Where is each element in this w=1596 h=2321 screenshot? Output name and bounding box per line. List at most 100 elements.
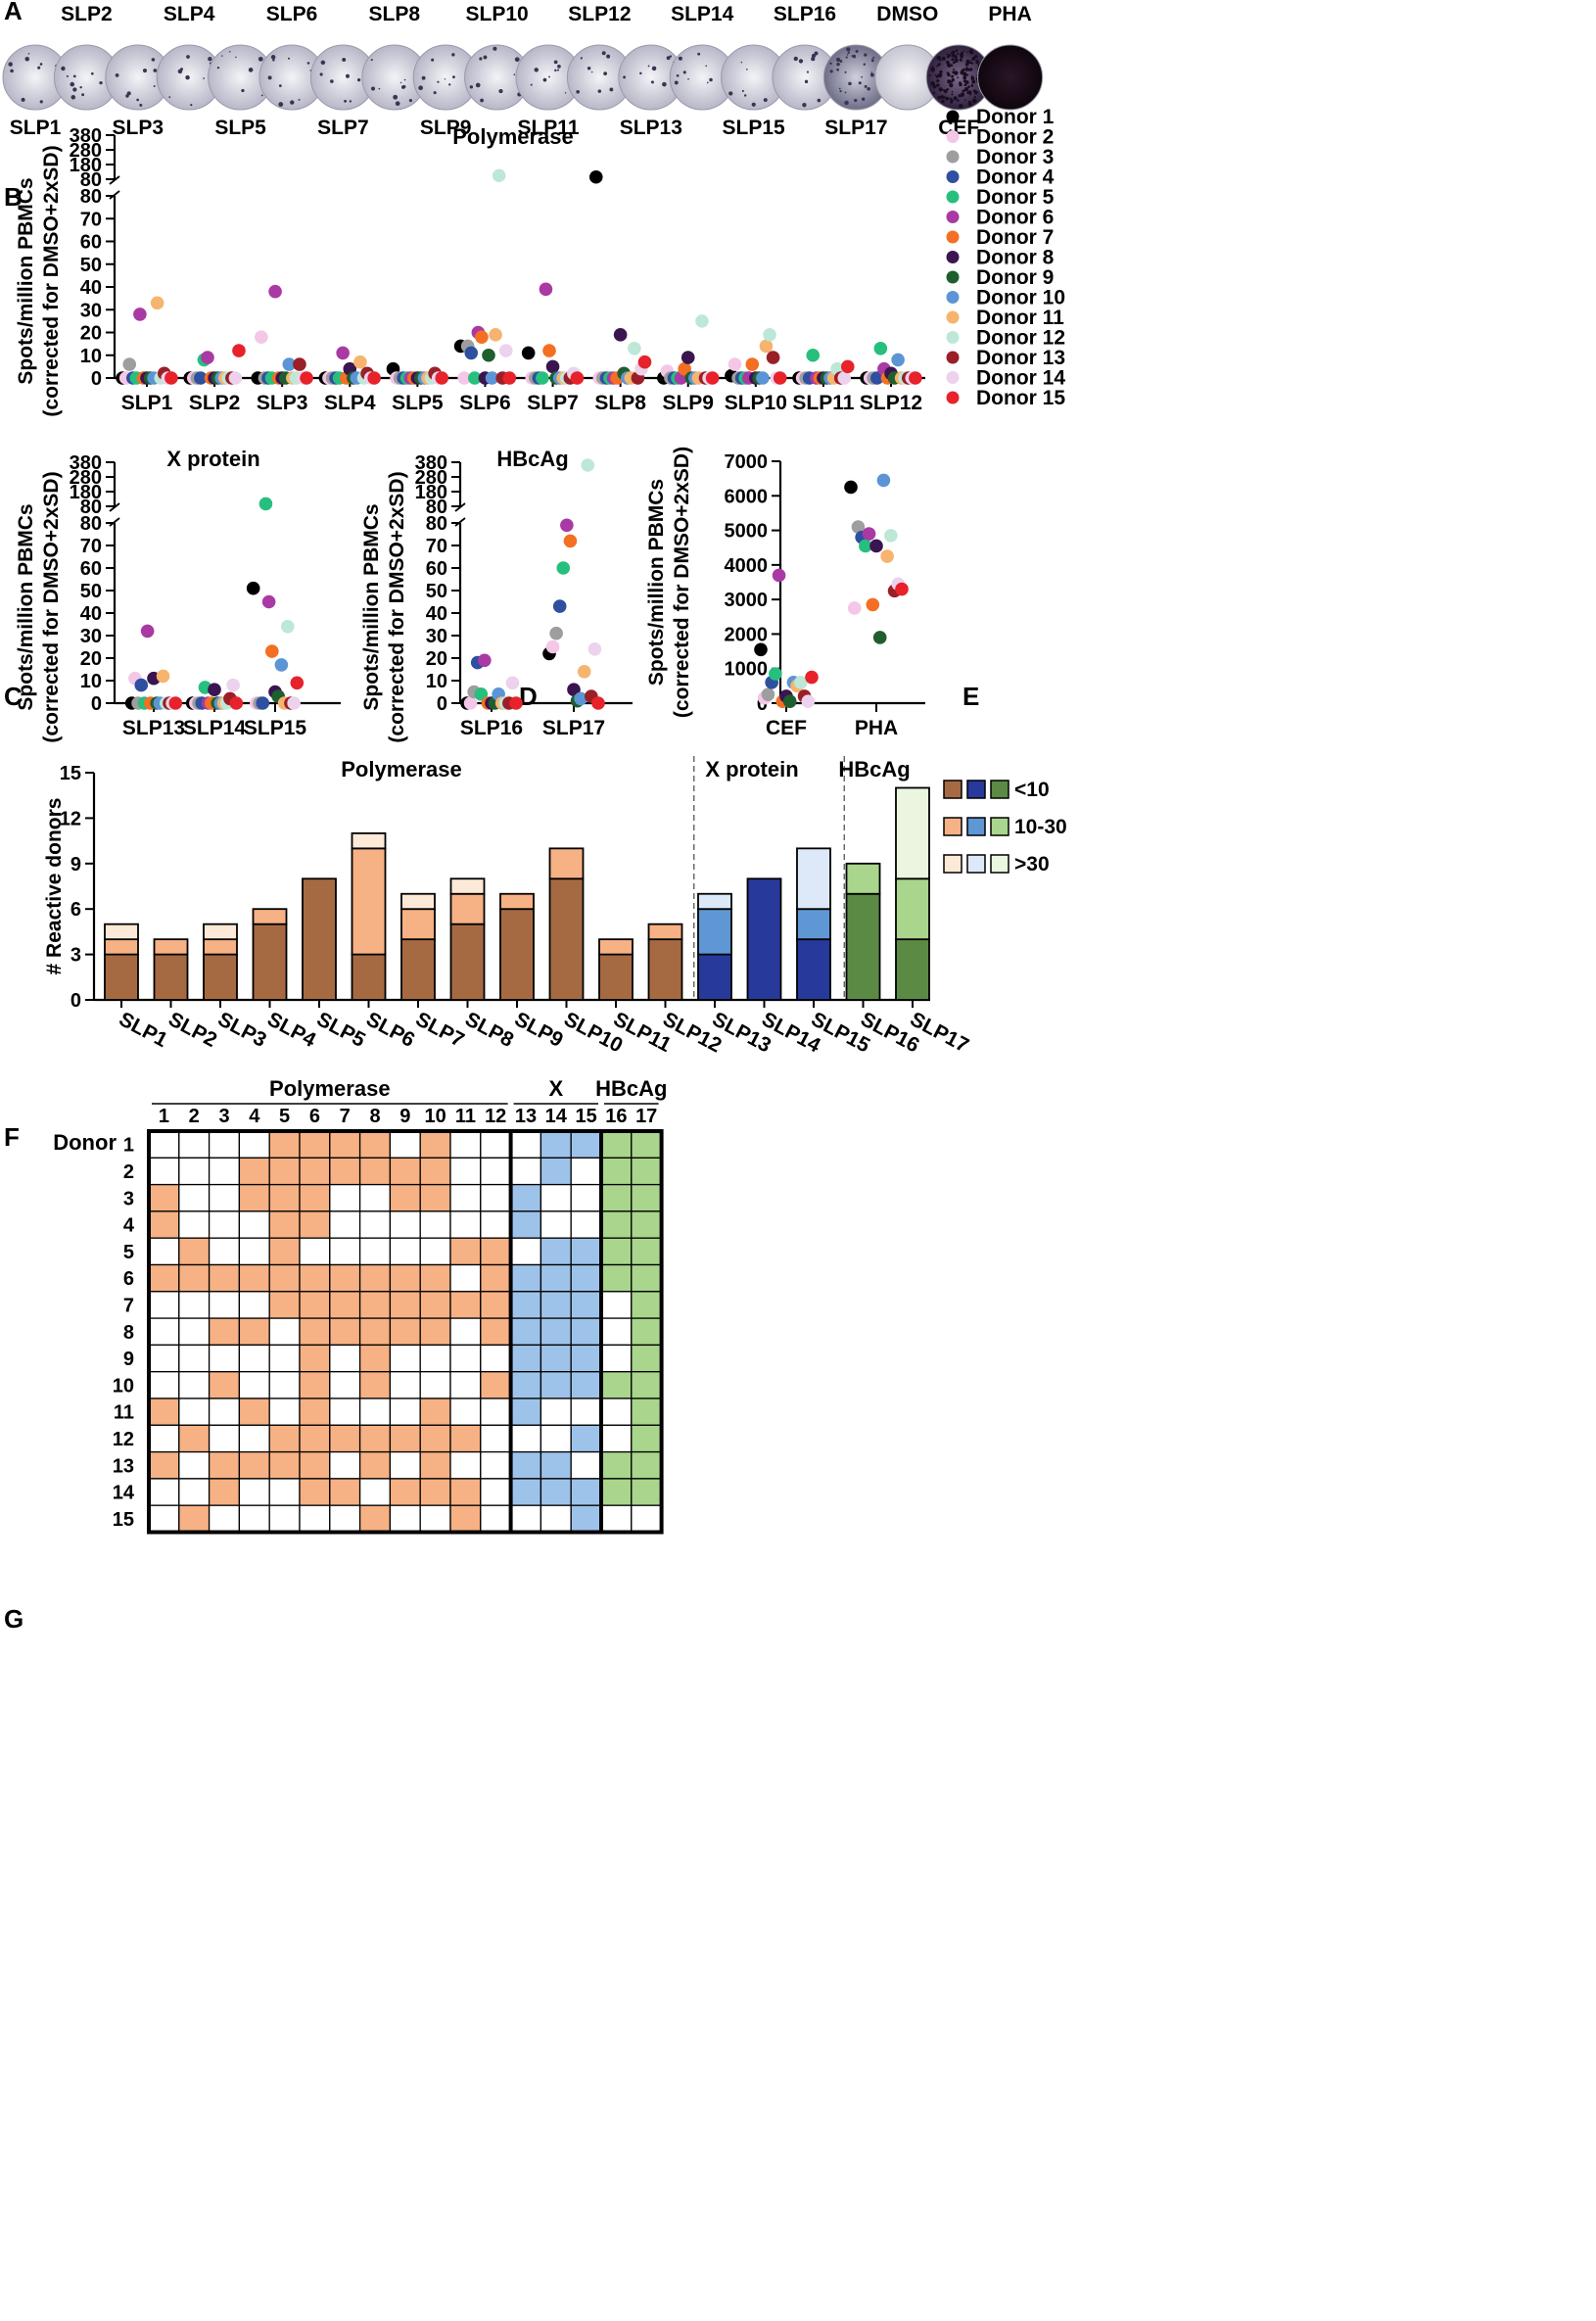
x-tick-label-slp15: SLP15 — [244, 717, 307, 739]
point-donor-3-cef — [761, 687, 775, 701]
point-donor-10-pha — [876, 473, 891, 488]
panel-label-c: C — [4, 682, 23, 711]
heatmap-cell-donor-9-slp7 — [329, 1344, 361, 1373]
heatmap-cell-donor-13-slp10 — [419, 1450, 451, 1480]
heatmap-group-polymerase: Polymerase — [269, 1076, 391, 1101]
point-donor-6-pha — [862, 527, 876, 541]
legend-label-donor-12: Donor 12 — [976, 327, 1065, 350]
heatmap-cell-donor-5-slp5 — [268, 1237, 301, 1266]
y-tick-label: 380 — [70, 452, 102, 474]
y-tick-label: 280 — [70, 140, 102, 162]
point-donor-1-slp8 — [588, 169, 603, 184]
heatmap-cell-donor-1-slp14 — [540, 1130, 572, 1159]
legend-label-donor-4: Donor 4 — [976, 166, 1055, 189]
heatmap-cell-donor-10-slp5 — [268, 1371, 301, 1399]
heatmap-cell-donor-10-slp3 — [208, 1371, 241, 1399]
heatmap-col-label-17: 17 — [635, 1106, 657, 1127]
well-cef — [925, 44, 992, 111]
legend-swatch-donor-1 — [946, 110, 960, 123]
legend-swatch-donor-15 — [946, 391, 960, 404]
heatmap-row-header: Donor — [53, 1130, 117, 1155]
heatmap-cell-donor-13-slp1 — [148, 1450, 180, 1480]
well-slp11 — [515, 44, 582, 111]
point-donor-11-slp17 — [577, 665, 591, 679]
heatmap-cell-donor-5-slp12 — [480, 1237, 512, 1266]
x-tick-label-slp5: SLP5 — [392, 392, 444, 414]
heatmap-cell-donor-3-slp17 — [631, 1183, 663, 1212]
heatmap-cell-donor-6-slp5 — [268, 1263, 301, 1293]
heatmap-cell-donor-2-slp3 — [208, 1157, 241, 1186]
y-tick-label: 10 — [80, 671, 102, 692]
heatmap-row-label-5: 5 — [123, 1242, 134, 1263]
heatmap-cell-donor-12-slp7 — [329, 1424, 361, 1453]
heatmap-cell-donor-1-slp17 — [631, 1130, 663, 1159]
bar-slp16-lt10 — [845, 892, 881, 1001]
heatmap-cell-donor-3-slp2 — [178, 1183, 211, 1212]
point-donor-5-slp16 — [474, 687, 489, 701]
heatmap-col-label-1: 1 — [159, 1106, 169, 1127]
y-tick-label: 15 — [60, 763, 81, 784]
point-donor-7-slp15 — [265, 644, 279, 658]
bar-slp17-gt30 — [895, 786, 930, 880]
heatmap-cell-donor-11-slp3 — [208, 1397, 241, 1426]
y-tick-label: 80 — [426, 497, 447, 518]
legend-swatch-gt30-x — [966, 854, 986, 874]
well-slp17 — [822, 44, 889, 111]
heatmap-cell-donor-15-slp11 — [449, 1504, 482, 1534]
legend-label-lt10: <10 — [1014, 779, 1050, 801]
point-donor-10-slp15 — [274, 658, 289, 672]
bar-slp2-lt10 — [153, 953, 189, 1001]
legend-swatch-donor-5 — [946, 190, 960, 204]
heatmap-cell-donor-8-slp16 — [600, 1317, 633, 1347]
heatmap-cell-donor-11-slp13 — [509, 1397, 542, 1426]
heatmap-cell-donor-7-slp15 — [570, 1291, 602, 1319]
heatmap-cell-donor-11-slp10 — [419, 1397, 451, 1426]
well-label-pha: PHA — [988, 3, 1031, 25]
x-tick-label-slp12: SLP12 — [860, 392, 922, 414]
y-tick-label: 20 — [426, 648, 447, 670]
heatmap-cell-donor-10-slp10 — [419, 1371, 451, 1399]
legend-swatch-gt30-hbc — [990, 854, 1009, 874]
heatmap-cell-donor-5-slp2 — [178, 1237, 211, 1266]
heatmap-cell-donor-8-slp5 — [268, 1317, 301, 1347]
point-donor-6-slp1 — [133, 308, 147, 321]
heatmap-cell-donor-4-slp3 — [208, 1210, 241, 1239]
chart-title: X protein — [166, 447, 259, 471]
heatmap-cell-donor-13-slp3 — [208, 1450, 241, 1480]
heatmap-cell-donor-12-slp11 — [449, 1424, 482, 1453]
heatmap-col-label-7: 7 — [340, 1106, 351, 1127]
heatmap-cell-donor-10-slp2 — [178, 1371, 211, 1399]
x-tick-label-slp6: SLP6 — [362, 1008, 418, 1052]
y-tick-label: 50 — [80, 581, 102, 602]
y-tick-label: 280 — [415, 467, 447, 489]
bar-slp14-lt10 — [746, 877, 782, 1001]
point-donor-8-pha — [869, 539, 883, 553]
point-donor-2-slp3 — [255, 330, 268, 344]
heatmap-cell-donor-3-slp4 — [238, 1183, 270, 1212]
heatmap-cell-donor-15-slp7 — [329, 1504, 361, 1534]
well-label-slp15: SLP15 — [722, 117, 785, 139]
y-axis-label-2: (corrected for DMSO+2xSD) — [40, 145, 63, 416]
bar-slp1-lt10 — [104, 953, 139, 1001]
heatmap-cell-donor-4-slp16 — [600, 1210, 633, 1239]
y-tick-label: 0 — [91, 368, 102, 390]
legend-swatch-donor-10 — [946, 291, 960, 304]
heatmap-cell-donor-1-slp13 — [509, 1130, 542, 1159]
heatmap-cell-donor-1-slp10 — [419, 1130, 451, 1159]
heatmap-cell-donor-10-slp16 — [600, 1371, 633, 1399]
heatmap-cell-donor-1-slp5 — [268, 1130, 301, 1159]
point-donor-3-slp17 — [549, 626, 563, 640]
heatmap-cell-donor-3-slp10 — [419, 1183, 451, 1212]
well-slp16 — [772, 44, 838, 111]
heatmap-cell-donor-5-slp11 — [449, 1237, 482, 1266]
legend-label-donor-13: Donor 13 — [976, 347, 1065, 369]
heatmap-cell-donor-10-slp8 — [358, 1371, 392, 1399]
heatmap-cell-donor-14-slp17 — [631, 1478, 663, 1506]
point-donor-5-slp17 — [556, 561, 571, 575]
heatmap-cell-donor-7-slp1 — [148, 1291, 180, 1319]
y-tick-label: 7000 — [725, 451, 769, 473]
y-axis-label: Spots/million PBMCs — [360, 503, 383, 710]
well-label-slp16: SLP16 — [774, 3, 836, 25]
point-donor-15-slp8 — [637, 355, 652, 369]
heatmap-row-label-2: 2 — [123, 1161, 134, 1183]
